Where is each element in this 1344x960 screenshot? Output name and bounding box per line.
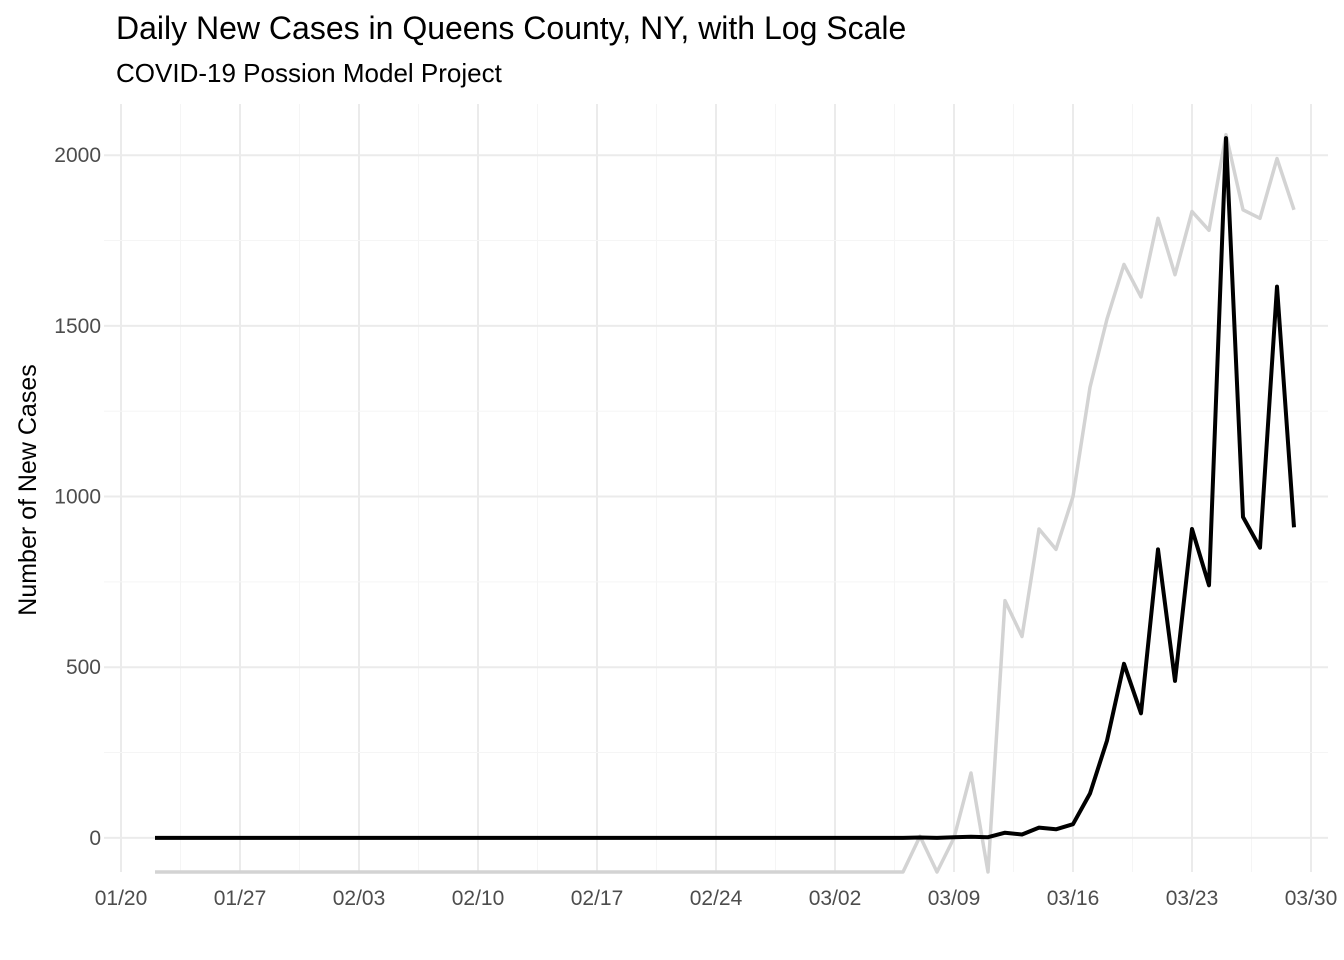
x-tick-label: 03/16 — [1047, 887, 1100, 910]
x-tick-label: 02/24 — [690, 887, 743, 910]
x-tick-label: 03/30 — [1285, 887, 1338, 910]
y-axis-label: Number of New Cases — [14, 364, 42, 615]
y-tick-label: 500 — [66, 656, 101, 679]
x-tick-label: 03/23 — [1166, 887, 1219, 910]
x-tick-label: 03/02 — [809, 887, 862, 910]
chart-title: Daily New Cases in Queens County, NY, wi… — [116, 10, 907, 46]
x-tick-label: 01/20 — [95, 887, 148, 910]
x-axis-ticks: 01/20 01/27 02/03 02/10 02/17 02/24 03/02 03/09… — [95, 887, 1338, 910]
y-axis-ticks: 0 500 1000 1500 2000 — [54, 144, 101, 850]
series-line-1 — [155, 132, 1296, 874]
chart-subtitle: COVID-19 Possion Model Project — [116, 58, 502, 88]
x-tick-label: 02/03 — [333, 887, 386, 910]
y-tick-label: 1500 — [54, 315, 101, 338]
grid-lines — [104, 104, 1328, 872]
x-tick-label: 02/17 — [571, 887, 624, 910]
x-tick-label: 02/10 — [452, 887, 505, 910]
x-tick-label: 03/09 — [928, 887, 981, 910]
y-tick-label: 0 — [89, 827, 101, 850]
series-layer — [155, 132, 1296, 874]
y-tick-label: 2000 — [54, 144, 101, 167]
series-line-2 — [155, 136, 1296, 840]
x-tick-label: 01/27 — [214, 887, 267, 910]
y-tick-label: 1000 — [54, 486, 101, 509]
